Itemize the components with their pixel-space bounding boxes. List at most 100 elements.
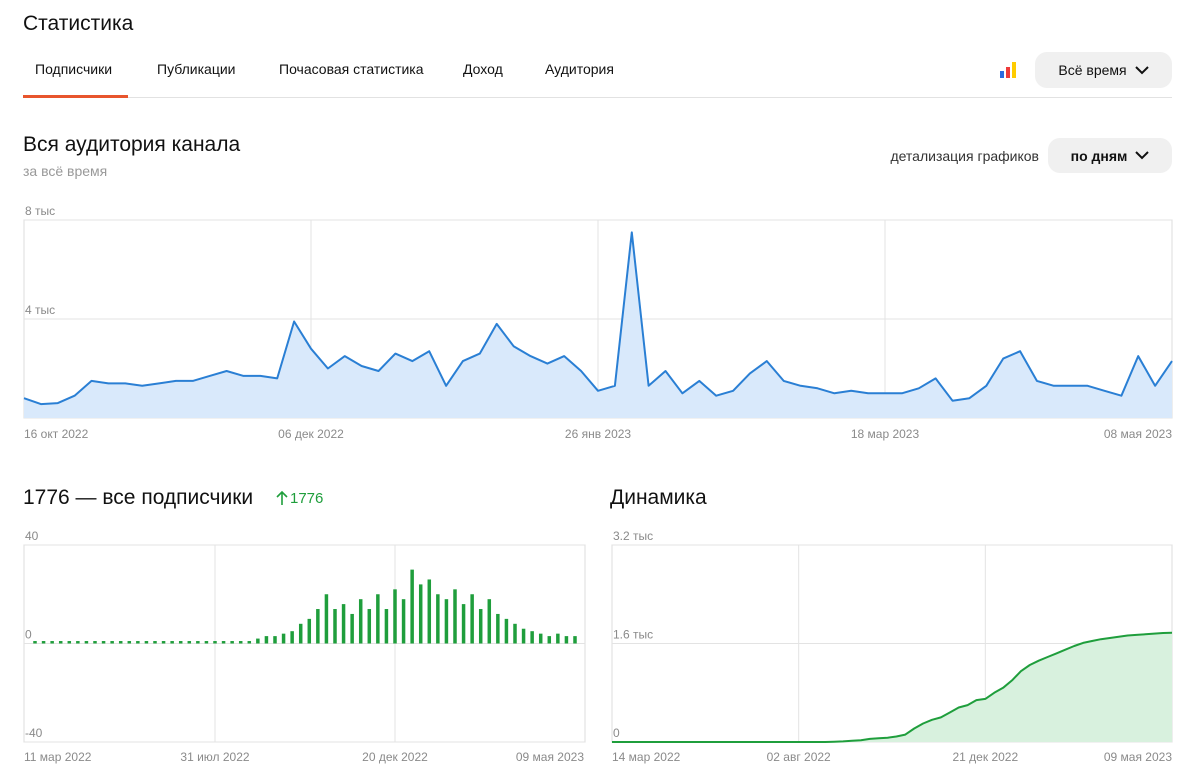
chart-title: 1776 — все подписчики: [23, 486, 254, 509]
bar: [461, 604, 466, 644]
chevron: [1134, 65, 1149, 74]
tab[interactable]: Аудитория: [545, 61, 614, 77]
bar: [478, 609, 483, 644]
detail-label: детализация графиков: [890, 148, 1039, 164]
x-tick-label: 08 мая 2023: [1104, 427, 1172, 441]
bar: [367, 609, 372, 644]
bar: [547, 636, 552, 644]
bar: [436, 594, 440, 644]
bar: [170, 641, 174, 644]
bar: [256, 638, 260, 644]
bar: [418, 584, 423, 644]
bar: [101, 641, 106, 644]
bar: [393, 589, 397, 644]
tab-divider: [23, 97, 1172, 98]
x-tick-label: 11 мар 2022: [24, 750, 92, 764]
bar: [384, 609, 389, 644]
bar: [178, 641, 183, 644]
bar: [67, 641, 72, 644]
bar: [401, 599, 406, 644]
x-tick-label: 02 авг 2022: [767, 750, 831, 764]
bar: [521, 628, 526, 644]
period-dropdown[interactable]: Всё время: [1035, 52, 1172, 88]
bar: [213, 641, 217, 644]
bar: [273, 636, 277, 644]
bar: [204, 641, 209, 644]
period-label: Всё время: [1058, 62, 1127, 78]
tab[interactable]: Доход: [463, 61, 503, 77]
line: [23, 231, 1173, 406]
chart-title: Динамика: [610, 486, 707, 509]
bar: [144, 641, 149, 644]
line: [612, 631, 1173, 743]
bar: [470, 594, 474, 644]
y-tick-label: 1.6 тыс: [613, 628, 653, 642]
bar: [307, 618, 312, 644]
x-tick-label: 14 мар 2022: [612, 750, 681, 764]
bar: [556, 633, 560, 644]
bar: [444, 599, 449, 644]
section-title: Вся аудитория канала: [23, 133, 241, 156]
bar: [221, 641, 226, 644]
page-title: Статистика: [23, 12, 134, 35]
bar: [50, 641, 54, 644]
bar: [316, 609, 320, 644]
bar: [76, 641, 80, 644]
tab[interactable]: Почасовая статистика: [279, 61, 424, 77]
bar: [290, 631, 294, 644]
y-tick-label: 40: [25, 529, 39, 543]
tab[interactable]: Публикации: [157, 61, 236, 77]
bar: [453, 589, 457, 644]
y-tick-label: 4 тыс: [25, 303, 55, 317]
bar: [487, 599, 492, 644]
bar: [153, 641, 157, 644]
bar: [264, 636, 269, 644]
bar: [118, 641, 123, 644]
bar: [238, 641, 243, 644]
bar: [84, 641, 89, 644]
detail-value: по дням: [1070, 147, 1128, 164]
bar: [136, 641, 140, 644]
x-tick-label: 31 июл 2022: [180, 750, 249, 764]
bar: [410, 569, 414, 644]
bar: [187, 641, 192, 644]
y-tick-label: -40: [25, 726, 43, 740]
x-tick-label: 21 дек 2022: [953, 750, 1019, 764]
x-tick-label: 09 мая 2023: [516, 750, 584, 764]
bar: [538, 633, 543, 644]
bar: [93, 641, 97, 644]
tab[interactable]: Подписчики: [35, 61, 113, 77]
x-tick-label: 20 дек 2022: [362, 750, 428, 764]
bar: [350, 613, 354, 644]
bar: [573, 636, 577, 644]
bar: [41, 641, 46, 644]
bar: [247, 641, 252, 644]
section-subtitle: за всё время: [23, 163, 108, 179]
bar: [110, 641, 114, 644]
bar: [564, 636, 569, 644]
change-value: 1776: [290, 490, 324, 507]
x-tick-label: 06 дек 2022: [278, 427, 344, 441]
bar: [58, 641, 63, 644]
area-fill: [24, 232, 1172, 418]
bar: [333, 609, 337, 644]
bar: [33, 641, 37, 644]
bar: [341, 604, 346, 644]
x-tick-label: 18 мар 2023: [851, 427, 920, 441]
bar: [298, 623, 303, 644]
bar: [230, 641, 234, 644]
bar: [358, 599, 363, 644]
x-tick-label: 09 мая 2023: [1104, 750, 1172, 764]
y-tick-label: 8 тыс: [25, 204, 55, 218]
chevron: [1135, 151, 1150, 160]
y-tick-label: 0: [613, 726, 620, 740]
bar: [376, 594, 380, 644]
bar: [513, 623, 517, 644]
y-tick-label: 3.2 тыс: [613, 529, 653, 543]
area-fill: [612, 632, 1172, 742]
detail-dropdown[interactable]: по дням: [1048, 138, 1172, 173]
bar: [127, 641, 132, 644]
metrica-icon[interactable]: [999, 61, 1019, 79]
